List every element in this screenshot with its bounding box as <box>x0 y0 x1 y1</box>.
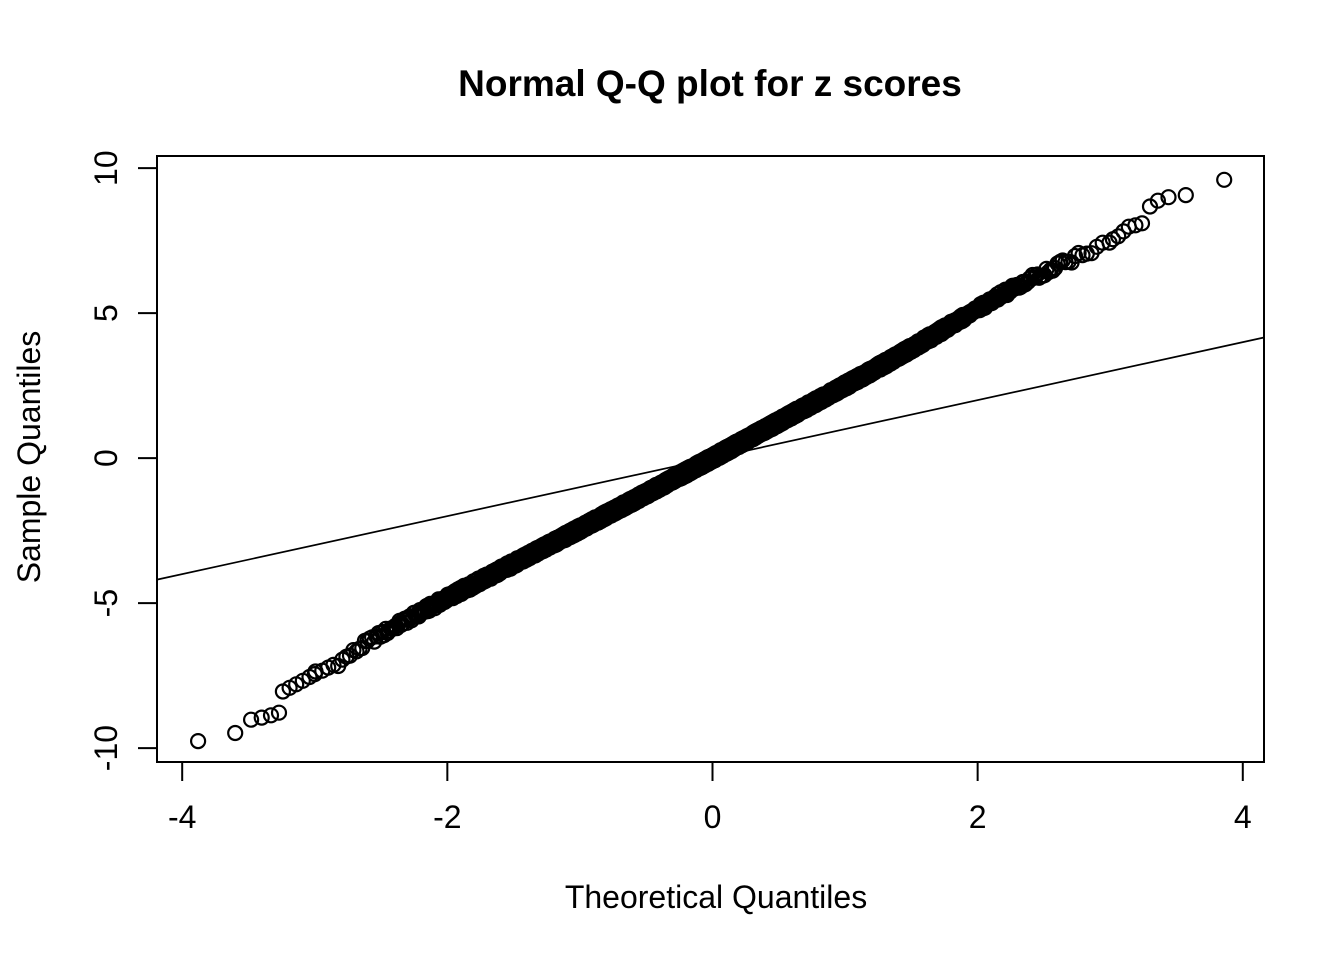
sample-point <box>1066 247 1084 265</box>
sample-point-outlier <box>243 711 260 728</box>
y-tick-label: -5 <box>88 589 124 617</box>
sample-point-outlier <box>1133 215 1151 232</box>
y-axis-title: Sample Quantiles <box>11 331 47 584</box>
sample-point-outlier <box>1216 171 1233 188</box>
x-tick-label: -2 <box>433 799 461 835</box>
sample-point-outlier <box>262 707 280 724</box>
sample-point-outlier <box>1127 217 1144 234</box>
sample-point-outlier <box>270 704 288 721</box>
sample-point-outlier <box>1177 187 1194 204</box>
sample-point-outlier <box>1160 189 1177 206</box>
data-points <box>190 171 1233 750</box>
sample-point-outlier <box>227 724 244 742</box>
sample-point-outlier <box>306 665 323 683</box>
sample-point <box>1094 234 1111 251</box>
x-tick-label: 2 <box>969 799 987 835</box>
y-tick-label: -10 <box>88 725 124 771</box>
y-tick-label: 0 <box>88 449 124 467</box>
y-axis-ticks: -10 -5 0 5 10 <box>88 150 157 771</box>
sample-point-outlier <box>1149 192 1167 209</box>
chart-title: Normal Q-Q plot for z scores <box>458 63 962 104</box>
y-tick-label: 10 <box>88 150 124 186</box>
x-tick-label: -4 <box>168 799 196 835</box>
sample-point-outlier <box>253 709 270 726</box>
x-tick-label: 4 <box>1234 799 1252 835</box>
y-tick-label: 5 <box>88 304 124 322</box>
x-tick-label: 0 <box>704 799 722 835</box>
reference-line <box>156 336 1265 581</box>
x-axis-title: Theoretical Quantiles <box>565 879 867 915</box>
sample-point-outlier <box>1110 228 1127 245</box>
sample-point-outlier <box>190 732 207 750</box>
sample-point <box>334 651 351 668</box>
x-axis-ticks: -4 -2 0 2 4 <box>168 762 1252 835</box>
sample-point <box>1026 269 1043 286</box>
